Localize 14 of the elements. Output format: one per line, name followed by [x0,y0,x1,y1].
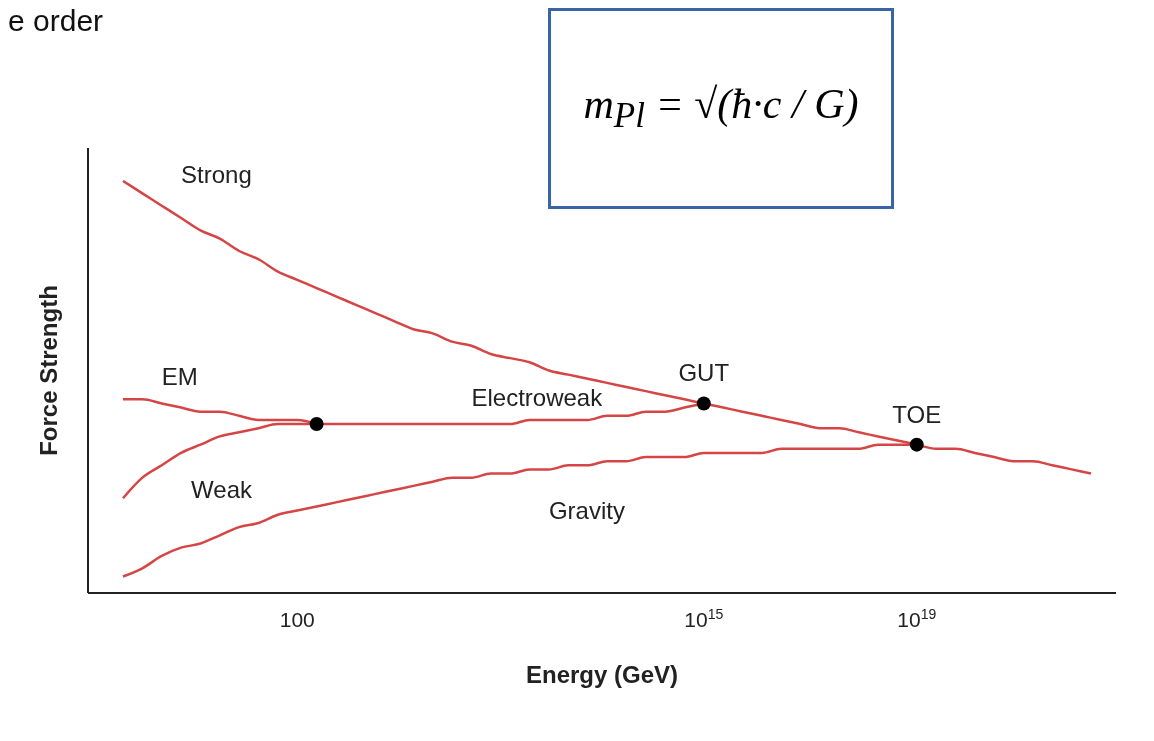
x-tick-label: 10$^{19}$ [897,606,937,631]
series-label: EM [161,363,198,391]
series-label: Gravity [548,497,625,525]
series-label: Electroweak [471,384,604,412]
text: e order [8,4,104,37]
x-axis-title: Energy (GeV) [525,661,679,688]
x-tick-label: 10$^{15}$ [684,606,724,631]
annotation: GUT [678,359,730,387]
annotation: TOE [892,400,942,428]
x-tick-label: 100 [279,608,315,631]
series-label: Weak [191,475,253,503]
series-label: Strong [181,161,252,189]
formula-box: m$_{Pl}$ = √(ħ·c / G) [548,8,894,209]
y-axis-title: Force Strength [34,285,62,456]
